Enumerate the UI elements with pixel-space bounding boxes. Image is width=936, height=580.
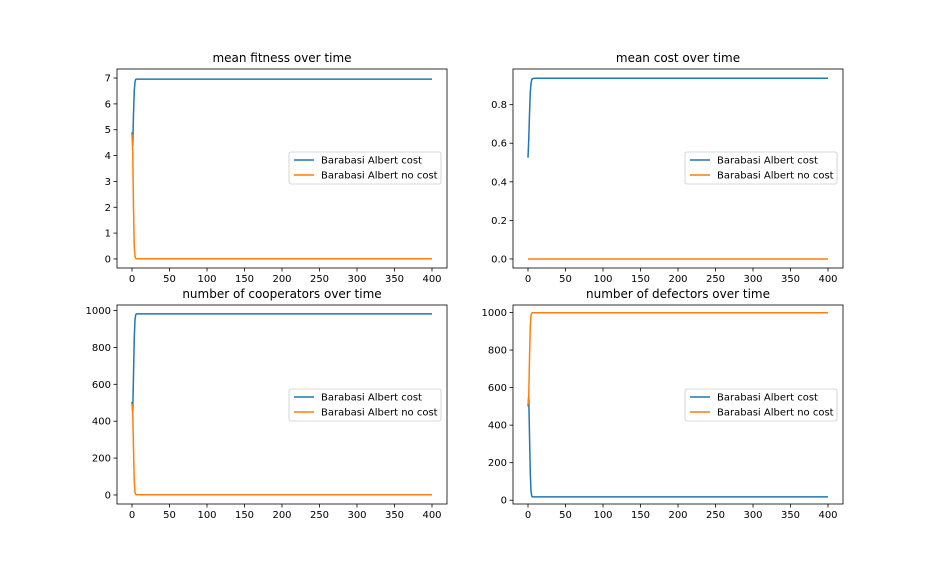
y-tick-label: 0.4 xyxy=(491,177,507,188)
x-tick-label: 0 xyxy=(525,510,531,521)
series-line xyxy=(527,311,828,406)
x-tick-label: 100 xyxy=(593,274,612,285)
legend: Barabasi Albert cost Barabasi Albert no c… xyxy=(684,151,838,185)
legend-label: Barabasi Albert no cost xyxy=(717,171,834,182)
y-tick-label: 0.8 xyxy=(491,100,507,111)
y-tick-label: 2 xyxy=(105,203,111,214)
x-tick-label: 50 xyxy=(163,274,176,285)
x-tick-label: 300 xyxy=(743,510,762,521)
y-tick-label: 200 xyxy=(488,458,507,469)
y-tick-label: 5 xyxy=(105,125,111,136)
y-tick-label: 3 xyxy=(105,177,111,188)
y-tick-label: 0.6 xyxy=(491,139,507,150)
x-tick-label: 200 xyxy=(668,510,687,521)
x-tick-label: 250 xyxy=(310,274,329,285)
x-tick-label: 100 xyxy=(197,510,216,521)
series-line xyxy=(131,133,432,260)
x-tick-label: 350 xyxy=(385,274,404,285)
legend-box xyxy=(288,151,442,185)
x-tick-label: 250 xyxy=(706,510,725,521)
y-tick-label: 200 xyxy=(92,454,111,465)
legend: Barabasi Albert cost Barabasi Albert no c… xyxy=(288,388,442,422)
legend-label: Barabasi Albert no cost xyxy=(717,408,834,419)
y-tick-label: 800 xyxy=(488,346,507,357)
x-tick-label: 300 xyxy=(347,274,366,285)
x-tick-label: 200 xyxy=(668,274,687,285)
y-tick-label: 0 xyxy=(105,490,111,501)
chart-title: number of defectors over time xyxy=(586,287,770,301)
y-tick-label: 0.0 xyxy=(491,254,507,265)
y-tick-label: 0 xyxy=(105,254,111,265)
legend-box xyxy=(684,151,838,185)
y-tick-label: 1000 xyxy=(482,308,507,319)
series-line xyxy=(131,313,432,413)
series-line xyxy=(527,77,828,158)
chart-title: number of cooperators over time xyxy=(182,287,381,301)
legend-box xyxy=(684,388,838,422)
series-line xyxy=(131,78,432,146)
chart-panel: number of cooperators over time 0 50 100 150… xyxy=(86,287,448,521)
x-tick-label: 0 xyxy=(525,274,531,285)
y-tick-label: 0.2 xyxy=(491,216,507,227)
series-line xyxy=(527,396,828,498)
x-tick-label: 300 xyxy=(743,274,762,285)
y-tick-label: 7 xyxy=(105,74,111,85)
y-tick-label: 1000 xyxy=(86,306,111,317)
x-tick-label: 350 xyxy=(781,510,800,521)
x-tick-label: 400 xyxy=(818,274,837,285)
y-tick-label: 600 xyxy=(488,383,507,394)
y-tick-label: 0 xyxy=(501,496,507,507)
x-tick-label: 150 xyxy=(235,274,254,285)
chart-panel: number of defectors over time 0 50 100 150 20… xyxy=(482,287,844,521)
x-tick-label: 250 xyxy=(706,274,725,285)
y-tick-label: 4 xyxy=(105,151,111,162)
x-tick-label: 150 xyxy=(235,510,254,521)
x-tick-label: 350 xyxy=(385,510,404,521)
y-tick-label: 1 xyxy=(105,229,111,240)
x-tick-label: 400 xyxy=(422,274,441,285)
x-tick-label: 100 xyxy=(197,274,216,285)
legend-box xyxy=(288,388,442,422)
x-tick-label: 250 xyxy=(310,510,329,521)
x-tick-label: 50 xyxy=(163,510,176,521)
legend: Barabasi Albert cost Barabasi Albert no c… xyxy=(288,151,442,185)
chart-panel: mean cost over time 0 50 100 150 200 250 300 350… xyxy=(491,51,844,285)
x-tick-label: 200 xyxy=(272,510,291,521)
x-tick-label: 0 xyxy=(129,510,135,521)
x-tick-label: 150 xyxy=(631,510,650,521)
chart-title: mean cost over time xyxy=(616,51,740,65)
x-tick-label: 50 xyxy=(559,510,572,521)
series-line xyxy=(131,403,432,496)
legend-label: Barabasi Albert no cost xyxy=(321,408,438,419)
y-tick-label: 6 xyxy=(105,99,111,110)
legend-label: Barabasi Albert cost xyxy=(321,393,422,404)
y-tick-label: 400 xyxy=(488,421,507,432)
y-tick-label: 600 xyxy=(92,380,111,391)
x-tick-label: 350 xyxy=(781,274,800,285)
legend-label: Barabasi Albert no cost xyxy=(321,171,438,182)
legend: Barabasi Albert cost Barabasi Albert no c… xyxy=(684,388,838,422)
legend-label: Barabasi Albert cost xyxy=(717,393,818,404)
x-tick-label: 200 xyxy=(272,274,291,285)
x-tick-label: 300 xyxy=(347,510,366,521)
y-tick-label: 400 xyxy=(92,417,111,428)
legend-label: Barabasi Albert cost xyxy=(717,156,818,167)
x-tick-label: 0 xyxy=(129,274,135,285)
x-tick-label: 50 xyxy=(559,274,572,285)
x-tick-label: 100 xyxy=(593,510,612,521)
x-tick-label: 150 xyxy=(631,274,650,285)
x-tick-label: 400 xyxy=(818,510,837,521)
x-tick-label: 400 xyxy=(422,510,441,521)
legend-label: Barabasi Albert cost xyxy=(321,156,422,167)
y-tick-label: 800 xyxy=(92,343,111,354)
chart-title: mean fitness over time xyxy=(212,51,351,65)
